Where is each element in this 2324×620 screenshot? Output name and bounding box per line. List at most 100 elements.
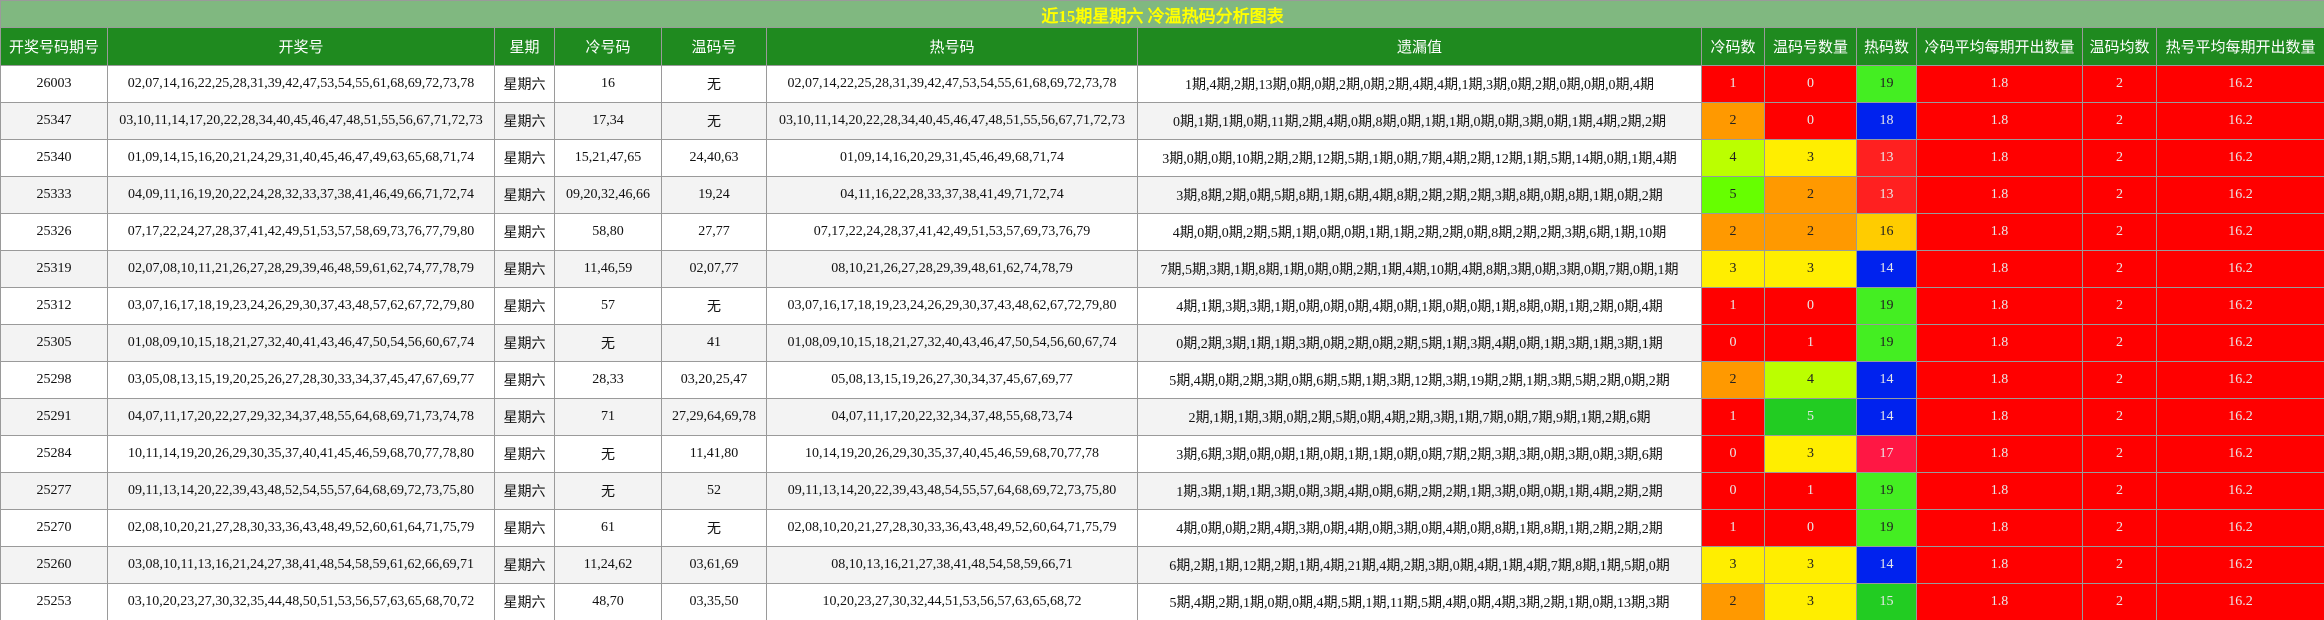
table-cell: 25291 [0, 398, 108, 436]
table-cell: 19 [1856, 509, 1917, 547]
table-cell: 1.8 [1916, 546, 2083, 584]
table-cell: 03,61,69 [661, 546, 767, 584]
table-cell: 25326 [0, 213, 108, 251]
table-cell: 57 [554, 287, 662, 325]
table-cell: 25284 [0, 435, 108, 473]
table-cell: 41 [661, 324, 767, 362]
table-cell: 11,41,80 [661, 435, 767, 473]
table-cell: 02,08,10,20,21,27,28,30,33,36,43,48,49,5… [766, 509, 1138, 547]
table-cell: 03,07,16,17,18,19,23,24,26,29,30,37,43,4… [107, 287, 495, 325]
table-cell: 09,11,13,14,20,22,39,43,48,52,54,55,57,6… [107, 472, 495, 510]
table-cell: 星期六 [494, 139, 555, 177]
table-cell: 0 [1701, 435, 1765, 473]
table-cell: 58,80 [554, 213, 662, 251]
column-header: 星期 [494, 27, 555, 66]
table-cell: 03,20,25,47 [661, 361, 767, 399]
column-header: 冷码数 [1701, 27, 1765, 66]
table-cell: 1.8 [1916, 102, 2083, 140]
table-cell: 1 [1701, 65, 1765, 103]
table-cell: 0 [1701, 472, 1765, 510]
table-cell: 11,46,59 [554, 250, 662, 288]
column-header: 温码均数 [2082, 27, 2157, 66]
table-title: 近15期星期六 冷温热码分析图表 [0, 0, 2324, 28]
table-cell: 2 [2082, 435, 2157, 473]
table-cell: 28,33 [554, 361, 662, 399]
table-cell: 2 [1701, 583, 1765, 620]
table-cell: 03,10,11,14,20,22,28,34,40,45,46,47,48,5… [766, 102, 1138, 140]
table-cell: 01,09,14,16,20,29,31,45,46,49,68,71,74 [766, 139, 1138, 177]
table-cell: 04,11,16,22,28,33,37,38,41,49,71,72,74 [766, 176, 1138, 214]
table-cell: 15 [1856, 583, 1917, 620]
column-header: 热码数 [1856, 27, 1917, 66]
table-cell: 无 [661, 65, 767, 103]
table-cell: 16.2 [2155, 398, 2324, 436]
table-cell: 0 [1764, 509, 1857, 547]
table-cell: 25340 [0, 139, 108, 177]
table-cell: 0 [1764, 287, 1857, 325]
table-cell: 61 [554, 509, 662, 547]
table-cell: 03,07,16,17,18,19,23,24,26,29,30,37,43,4… [766, 287, 1138, 325]
table-cell: 2 [2082, 583, 2157, 620]
table-cell: 07,17,22,24,28,37,41,42,49,51,53,57,69,7… [766, 213, 1138, 251]
table-cell: 16.2 [2155, 472, 2324, 510]
table-cell: 15,21,47,65 [554, 139, 662, 177]
data-row: 25260 03,08,10,11,13,16,21,24,27,38,41,48… [0, 546, 2324, 584]
table-cell: 16 [1856, 213, 1917, 251]
table-cell: 52 [661, 472, 767, 510]
data-row: 25319 02,07,08,10,11,21,26,27,28,29,39,46… [0, 250, 2324, 288]
table-cell: 25312 [0, 287, 108, 325]
table-cell: 48,70 [554, 583, 662, 620]
table-cell: 16 [554, 65, 662, 103]
table-cell: 2 [2082, 509, 2157, 547]
table-cell: 5 [1764, 398, 1857, 436]
table-cell: 2 [1764, 213, 1857, 251]
table-cell: 无 [661, 287, 767, 325]
table-cell: 3期,6期,3期,0期,0期,1期,0期,1期,1期,0期,0期,7期,2期,3… [1137, 435, 1702, 473]
header-row: 开奖号码期号 开奖号 星期 冷号码 温码号 热号码 遗漏值 冷码数 温码号数量 热码数 冷码平均每期… [0, 27, 2324, 66]
table-cell: 2 [2082, 65, 2157, 103]
table-cell: 2期,1期,1期,3期,0期,2期,5期,0期,4期,2期,3期,1期,7期,0… [1137, 398, 1702, 436]
table-cell: 2 [2082, 546, 2157, 584]
table-cell: 26003 [0, 65, 108, 103]
table-cell: 16.2 [2155, 287, 2324, 325]
table-cell: 1期,4期,2期,13期,0期,0期,2期,0期,2期,4期,4期,1期,3期,… [1137, 65, 1702, 103]
table-cell: 19 [1856, 472, 1917, 510]
table-cell: 14 [1856, 250, 1917, 288]
table-cell: 1.8 [1916, 398, 2083, 436]
column-header: 遗漏值 [1137, 27, 1702, 66]
table-cell: 2 [2082, 398, 2157, 436]
table-cell: 1 [1701, 509, 1765, 547]
table-cell: 1 [1701, 287, 1765, 325]
table-cell: 25347 [0, 102, 108, 140]
table-cell: 24,40,63 [661, 139, 767, 177]
table-cell: 14 [1856, 546, 1917, 584]
table-cell: 3期,0期,0期,10期,2期,2期,12期,5期,1期,0期,7期,4期,2期… [1137, 139, 1702, 177]
table-cell: 星期六 [494, 176, 555, 214]
table-cell: 25277 [0, 472, 108, 510]
table-cell: 1.8 [1916, 324, 2083, 362]
table-cell: 4期,1期,3期,3期,1期,0期,0期,0期,4期,0期,1期,0期,0期,1… [1137, 287, 1702, 325]
table-cell: 1 [1764, 324, 1857, 362]
table-cell: 无 [554, 435, 662, 473]
table-cell: 星期六 [494, 102, 555, 140]
table-cell: 03,10,11,14,17,20,22,28,34,40,45,46,47,4… [107, 102, 495, 140]
table-cell: 2 [2082, 102, 2157, 140]
table-cell: 08,10,13,16,21,27,38,41,48,54,58,59,66,7… [766, 546, 1138, 584]
table-cell: 1 [1701, 398, 1765, 436]
table-cell: 3 [1764, 250, 1857, 288]
table-cell: 14 [1856, 398, 1917, 436]
table-cell: 01,08,09,10,15,18,21,27,32,40,41,43,46,4… [107, 324, 495, 362]
table-cell: 7期,5期,3期,1期,8期,1期,0期,0期,2期,1期,4期,10期,4期,… [1137, 250, 1702, 288]
table-cell: 19 [1856, 324, 1917, 362]
table-cell: 16.2 [2155, 139, 2324, 177]
table-cell: 2 [2082, 361, 2157, 399]
table-cell: 星期六 [494, 250, 555, 288]
table-cell: 09,11,13,14,20,22,39,43,48,54,55,57,64,6… [766, 472, 1138, 510]
table-cell: 17 [1856, 435, 1917, 473]
table-cell: 19 [1856, 65, 1917, 103]
table-cell: 1.8 [1916, 472, 2083, 510]
table-cell: 27,29,64,69,78 [661, 398, 767, 436]
table-cell: 16.2 [2155, 65, 2324, 103]
table-cell: 01,09,14,15,16,20,21,24,29,31,40,45,46,4… [107, 139, 495, 177]
table-cell: 1.8 [1916, 65, 2083, 103]
